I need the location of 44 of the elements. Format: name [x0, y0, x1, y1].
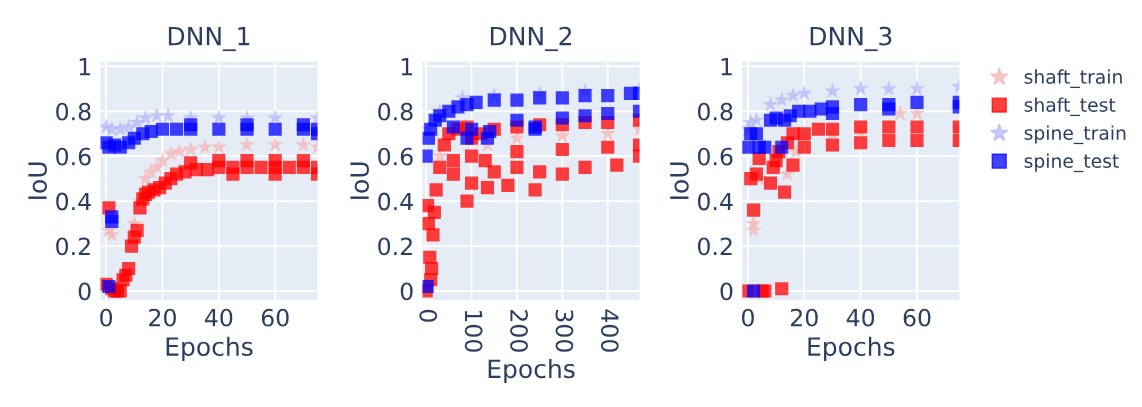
x-tick-label: 300 — [555, 310, 574, 352]
legend-label: spine_test — [1024, 153, 1119, 173]
y-tick-label: 1 — [401, 58, 413, 76]
y-axis-title: IoU — [28, 162, 47, 199]
y-tick-label: 1 — [79, 58, 90, 76]
chart-title: DNN_3 — [810, 26, 892, 52]
chart-title: DNN_1 — [168, 26, 250, 52]
x-tick-label: 60 — [903, 308, 931, 327]
legend-label: shaft_test — [1024, 97, 1116, 117]
x-tick-label: 40 — [204, 308, 233, 327]
x-tick-label: 20 — [791, 308, 818, 327]
y-tick-label: 0.8 — [378, 102, 413, 121]
y-tick-label: 0.2 — [56, 237, 90, 256]
x-tick-label: 20 — [149, 308, 176, 327]
x-tick-label: 200 — [510, 310, 528, 352]
x-tick-label: 60 — [261, 308, 289, 327]
x-axis-title: Epochs — [488, 358, 575, 384]
x-tick-label: 100 — [464, 310, 483, 352]
chart-title: DNN_2 — [490, 26, 572, 52]
y-tick-label: 0 — [400, 282, 413, 301]
x-tick-label: 0 — [419, 309, 438, 322]
y-tick-label: 0 — [78, 282, 91, 301]
y-tick-label: 0.6 — [56, 147, 91, 166]
y-tick-label: 0.8 — [56, 102, 91, 121]
y-tick-label: 0.6 — [697, 147, 733, 166]
y-axis-title: IoU — [350, 162, 370, 199]
legend-label: spine_train — [1024, 125, 1126, 145]
x-tick-label: 40 — [846, 308, 875, 327]
x-tick-label: 400 — [600, 309, 619, 352]
x-axis-title: Epochs — [166, 336, 253, 361]
x-tick-label: 0 — [741, 308, 754, 327]
y-tick-label: 0.6 — [378, 147, 413, 166]
y-tick-label: 0.2 — [697, 237, 732, 256]
y-tick-label: 0 — [720, 282, 733, 301]
y-tick-label: 0.4 — [697, 192, 733, 211]
y-tick-label: 0.2 — [378, 237, 412, 256]
y-tick-label: 1 — [721, 58, 732, 76]
y-axis-title: IoU — [670, 162, 689, 199]
x-axis-title: Epochs — [808, 336, 895, 361]
y-tick-label: 0.4 — [56, 192, 91, 211]
y-tick-label: 0.4 — [378, 192, 413, 211]
legend-label: shaft_train — [1024, 69, 1122, 89]
y-tick-label: 0.8 — [697, 102, 733, 121]
x-tick-label: 0 — [100, 308, 113, 327]
